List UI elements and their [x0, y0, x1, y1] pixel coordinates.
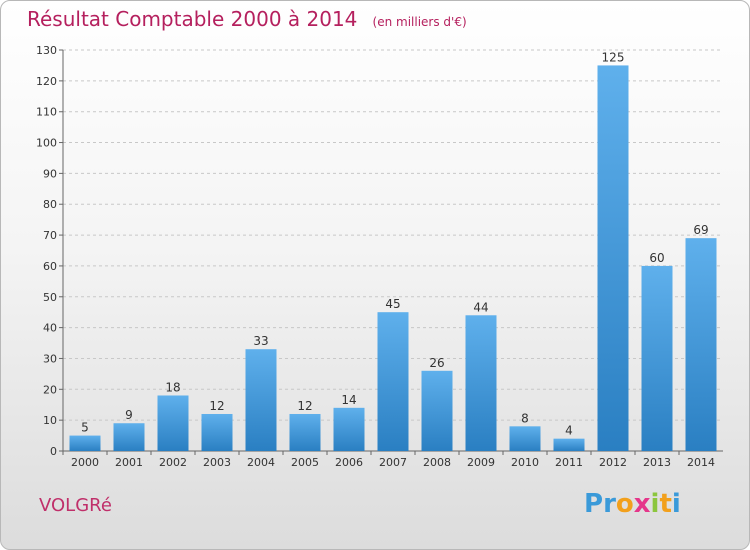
y-tick-label: 110	[36, 106, 57, 119]
data-label: 12	[297, 399, 312, 413]
bar-2009	[465, 315, 497, 451]
x-tick-label: 2008	[423, 456, 451, 469]
logo-letter: o	[615, 489, 634, 519]
data-label: 44	[473, 300, 488, 314]
y-tick-label: 10	[43, 414, 57, 427]
data-label: 33	[253, 334, 268, 348]
y-tick-label: 120	[36, 75, 57, 88]
y-tick-label: 90	[43, 167, 57, 180]
data-label: 69	[693, 223, 708, 237]
y-tick-label: 30	[43, 352, 57, 365]
chart-subtitle: (en milliers d'€)	[372, 15, 467, 29]
commune-name: VOLGRé	[39, 495, 112, 516]
chart-title-block: Résultat Comptable 2000 à 2014 (en milli…	[27, 7, 467, 31]
y-tick-label: 20	[43, 383, 57, 396]
x-tick-label: 2011	[555, 456, 583, 469]
logo-letter: P	[584, 489, 604, 519]
x-tick-label: 2014	[687, 456, 715, 469]
data-label: 18	[165, 380, 180, 394]
x-tick-label: 2003	[203, 456, 231, 469]
data-label: 14	[341, 393, 356, 407]
data-label: 26	[429, 356, 444, 370]
bar-chart: 0 10 20 30 40 50 60 70 80 90 100 110 120 130 5 2000 9 200…	[36, 44, 723, 469]
bar-2006	[333, 407, 365, 451]
bar-2010	[509, 426, 541, 451]
data-label: 4	[565, 424, 573, 438]
bar-2013	[641, 265, 673, 451]
logo-letter: i	[650, 489, 660, 519]
data-label: 8	[521, 411, 529, 425]
data-label: 12	[209, 399, 224, 413]
logo-letter: x	[633, 489, 651, 519]
y-tick-label: 100	[36, 137, 57, 150]
bar-2012	[597, 65, 629, 451]
y-tick-label: 40	[43, 322, 57, 335]
x-tick-label: 2004	[247, 456, 275, 469]
bar-2007	[377, 312, 409, 451]
bar-2008	[421, 370, 453, 451]
y-tick-label: 70	[43, 229, 57, 242]
y-tick-label: 130	[36, 44, 57, 57]
bar-2005	[289, 413, 321, 451]
bar-2001	[113, 423, 145, 451]
y-tick-label: 60	[43, 260, 57, 273]
logo-letter: t	[659, 489, 672, 519]
bar-2000	[69, 435, 101, 451]
x-tick-label: 2001	[115, 456, 143, 469]
data-label: 45	[385, 297, 400, 311]
x-tick-label: 2006	[335, 456, 363, 469]
bar-2003	[201, 413, 233, 451]
logo-letter: r	[603, 489, 616, 519]
y-tick-label: 0	[50, 445, 57, 458]
x-tick-label: 2012	[599, 456, 627, 469]
x-tick-label: 2010	[511, 456, 539, 469]
chart-title: Résultat Comptable 2000 à 2014	[27, 7, 358, 31]
x-tick-label: 2009	[467, 456, 495, 469]
x-tick-label: 2002	[159, 456, 187, 469]
bar-2004	[245, 349, 277, 451]
data-label: 5	[81, 421, 89, 435]
x-tick-label: 2013	[643, 456, 671, 469]
data-label: 125	[602, 50, 625, 64]
y-tick-label: 50	[43, 291, 57, 304]
x-tick-label: 2005	[291, 456, 319, 469]
bar-2002	[157, 395, 189, 451]
bar-2014	[685, 238, 717, 451]
x-tick-label: 2000	[71, 456, 99, 469]
y-tick-label: 80	[43, 198, 57, 211]
data-label: 60	[649, 251, 664, 265]
data-label: 9	[125, 408, 133, 422]
bar-2011	[553, 438, 585, 451]
logo-letter: i	[671, 489, 681, 519]
proxiti-logo: Proxiti	[584, 489, 681, 519]
x-tick-label: 2007	[379, 456, 407, 469]
